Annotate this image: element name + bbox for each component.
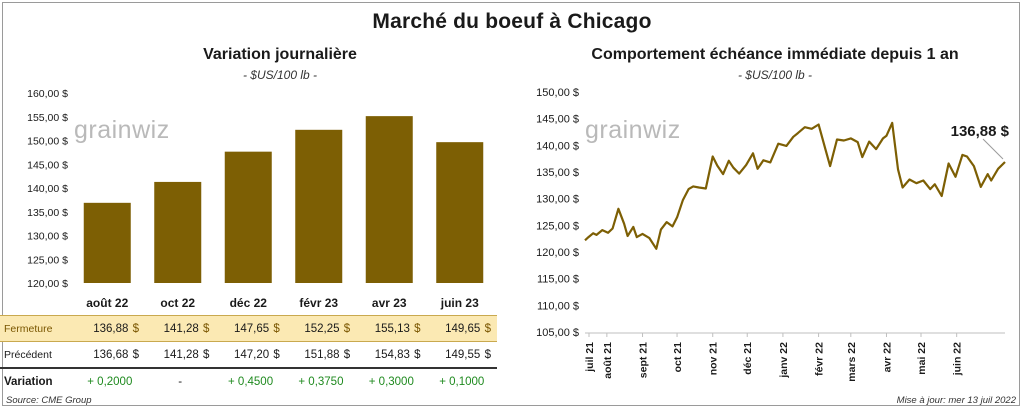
closing-value: 136,88 (74, 315, 129, 342)
main-title: Marché du boeuf à Chicago (372, 10, 652, 33)
x-tick-label: oct 21 (672, 342, 684, 373)
currency-symbol: $ (484, 348, 491, 361)
previous-value: 151,88 (304, 348, 340, 361)
y-tick-label: 115,00 $ (537, 274, 579, 286)
update-note: Mise à jour: mer 13 juil 2022 (896, 395, 1016, 406)
currency-symbol: $ (128, 315, 145, 342)
closing-label: Fermeture (0, 315, 75, 342)
currency-symbol: $ (198, 315, 216, 342)
y-tick-label: 140,00 $ (536, 140, 579, 152)
currency-symbol: $ (273, 348, 280, 361)
y-tick-label: 130,00 $ (536, 194, 579, 206)
variation-value: + 0,3000 (368, 375, 414, 388)
closing-value: 152,25 (285, 315, 340, 342)
x-tick-label: mars 22 (846, 342, 858, 382)
x-tick-label: mai 22 (916, 342, 928, 375)
line-chart-title: Comportement échéance immédiate depuis 1… (591, 46, 959, 63)
currency-symbol: $ (409, 315, 427, 342)
previous-value: 136,68 (93, 348, 129, 361)
x-tick-label: avr 22 (881, 342, 893, 373)
bar-chart-title: Variation journalière (203, 46, 357, 63)
line-chart-unit: - $US/100 lb - (737, 68, 813, 82)
x-tick-label: sept 21 (638, 342, 650, 378)
currency-symbol: $ (480, 315, 497, 342)
x-tick-label: janv 22 (778, 342, 790, 379)
dashboard-frame (2, 2, 1020, 406)
y-tick-label: 105,00 $ (536, 327, 579, 339)
y-tick-label: 120,00 $ (536, 247, 579, 259)
variation-row: Variation + 0,2000 - + 0,4500 + 0,3750 +… (0, 368, 497, 394)
currency-symbol: $ (343, 348, 351, 361)
y-tick-label: 125,00 $ (536, 220, 579, 232)
y-tick-label: 120,00 $ (27, 278, 68, 290)
x-tick-label: juin 23 (440, 296, 479, 310)
source-note: Source: CME Group (6, 395, 92, 406)
previous-value: 147,20 (233, 348, 270, 361)
closing-value: 155,13 (356, 315, 410, 342)
x-tick-label: juin 22 (952, 342, 964, 376)
x-tick-label: août 22 (86, 296, 128, 310)
y-tick-label: 135,00 $ (536, 167, 579, 179)
x-tick-label: oct 22 (160, 296, 195, 310)
y-tick-label: 125,00 $ (27, 254, 68, 266)
grainwiz-logo: grainwiz (585, 116, 681, 144)
y-tick-label: 110,00 $ (537, 300, 579, 312)
bar-chart: 120,00 $ 125,00 $ 130,00 $ 135,00 $ 140,00 $… (27, 88, 484, 310)
variation-value: + 0,2000 (87, 375, 133, 388)
currency-symbol: $ (269, 315, 286, 342)
variation-value: + 0,3750 (298, 375, 344, 388)
bar (83, 202, 131, 283)
x-tick-label: nov 21 (708, 342, 720, 375)
variation-label: Variation (4, 375, 53, 388)
bar (365, 116, 413, 283)
x-tick-label: déc 21 (742, 342, 754, 375)
closing-value: 141,28 (145, 315, 199, 342)
x-tick-label: avr 23 (372, 296, 407, 310)
y-tick-label: 155,00 $ (27, 112, 68, 124)
previous-value: 154,83 (374, 348, 410, 361)
variation-value: - (178, 375, 183, 388)
y-tick-label: 150,00 $ (536, 87, 579, 99)
variation-value: + 0,1000 (439, 375, 485, 388)
line-chart: 105,00 $ 110,00 $ 115,00 $ 120,00 $ 125,00 $… (536, 87, 1010, 382)
y-tick-label: 140,00 $ (27, 183, 68, 195)
previous-value: 141,28 (163, 348, 199, 361)
currency-symbol: $ (132, 348, 139, 361)
price-line (584, 121, 1006, 250)
previous-label: Précédent (4, 348, 52, 361)
bar-chart-unit: - $US/100 lb - (242, 68, 318, 82)
y-tick-label: 160,00 $ (27, 88, 68, 100)
y-tick-label: 150,00 $ (27, 136, 68, 148)
y-tick-label: 135,00 $ (27, 207, 68, 219)
y-tick-label: 130,00 $ (27, 231, 68, 243)
grainwiz-logo: grainwiz (74, 116, 170, 144)
currency-symbol: $ (339, 315, 357, 342)
closing-value: 149,65 (426, 315, 481, 342)
previous-row: Précédent 136,68 $ 141,28 $ 147,20 $ 151,88… (0, 342, 497, 368)
x-tick-label: juil 21 (584, 342, 596, 373)
x-tick-label: févr 22 (814, 342, 826, 376)
bar (436, 142, 484, 283)
variation-value: + 0,4500 (228, 375, 274, 388)
x-tick-label: août 21 (602, 342, 614, 379)
last-value-label: 136,88 $ (951, 123, 1010, 140)
annotation-leader (982, 138, 1004, 160)
x-tick-label: févr 23 (299, 296, 338, 310)
y-tick-label: 145,00 $ (27, 159, 68, 171)
bar (295, 129, 343, 283)
bar (224, 151, 272, 283)
previous-value: 149,55 (445, 348, 481, 361)
price-table: Fermeture 136,88 $ 141,28 $ 147,65 $ 152,25… (0, 315, 497, 394)
closing-row: Fermeture 136,88 $ 141,28 $ 147,65 $ 152,25… (0, 315, 497, 342)
closing-value: 147,65 (215, 315, 270, 342)
currency-symbol: $ (202, 348, 210, 361)
x-tick-label: déc 22 (230, 296, 268, 310)
currency-symbol: $ (414, 348, 421, 361)
y-tick-label: 145,00 $ (536, 114, 579, 126)
bar (154, 181, 202, 283)
